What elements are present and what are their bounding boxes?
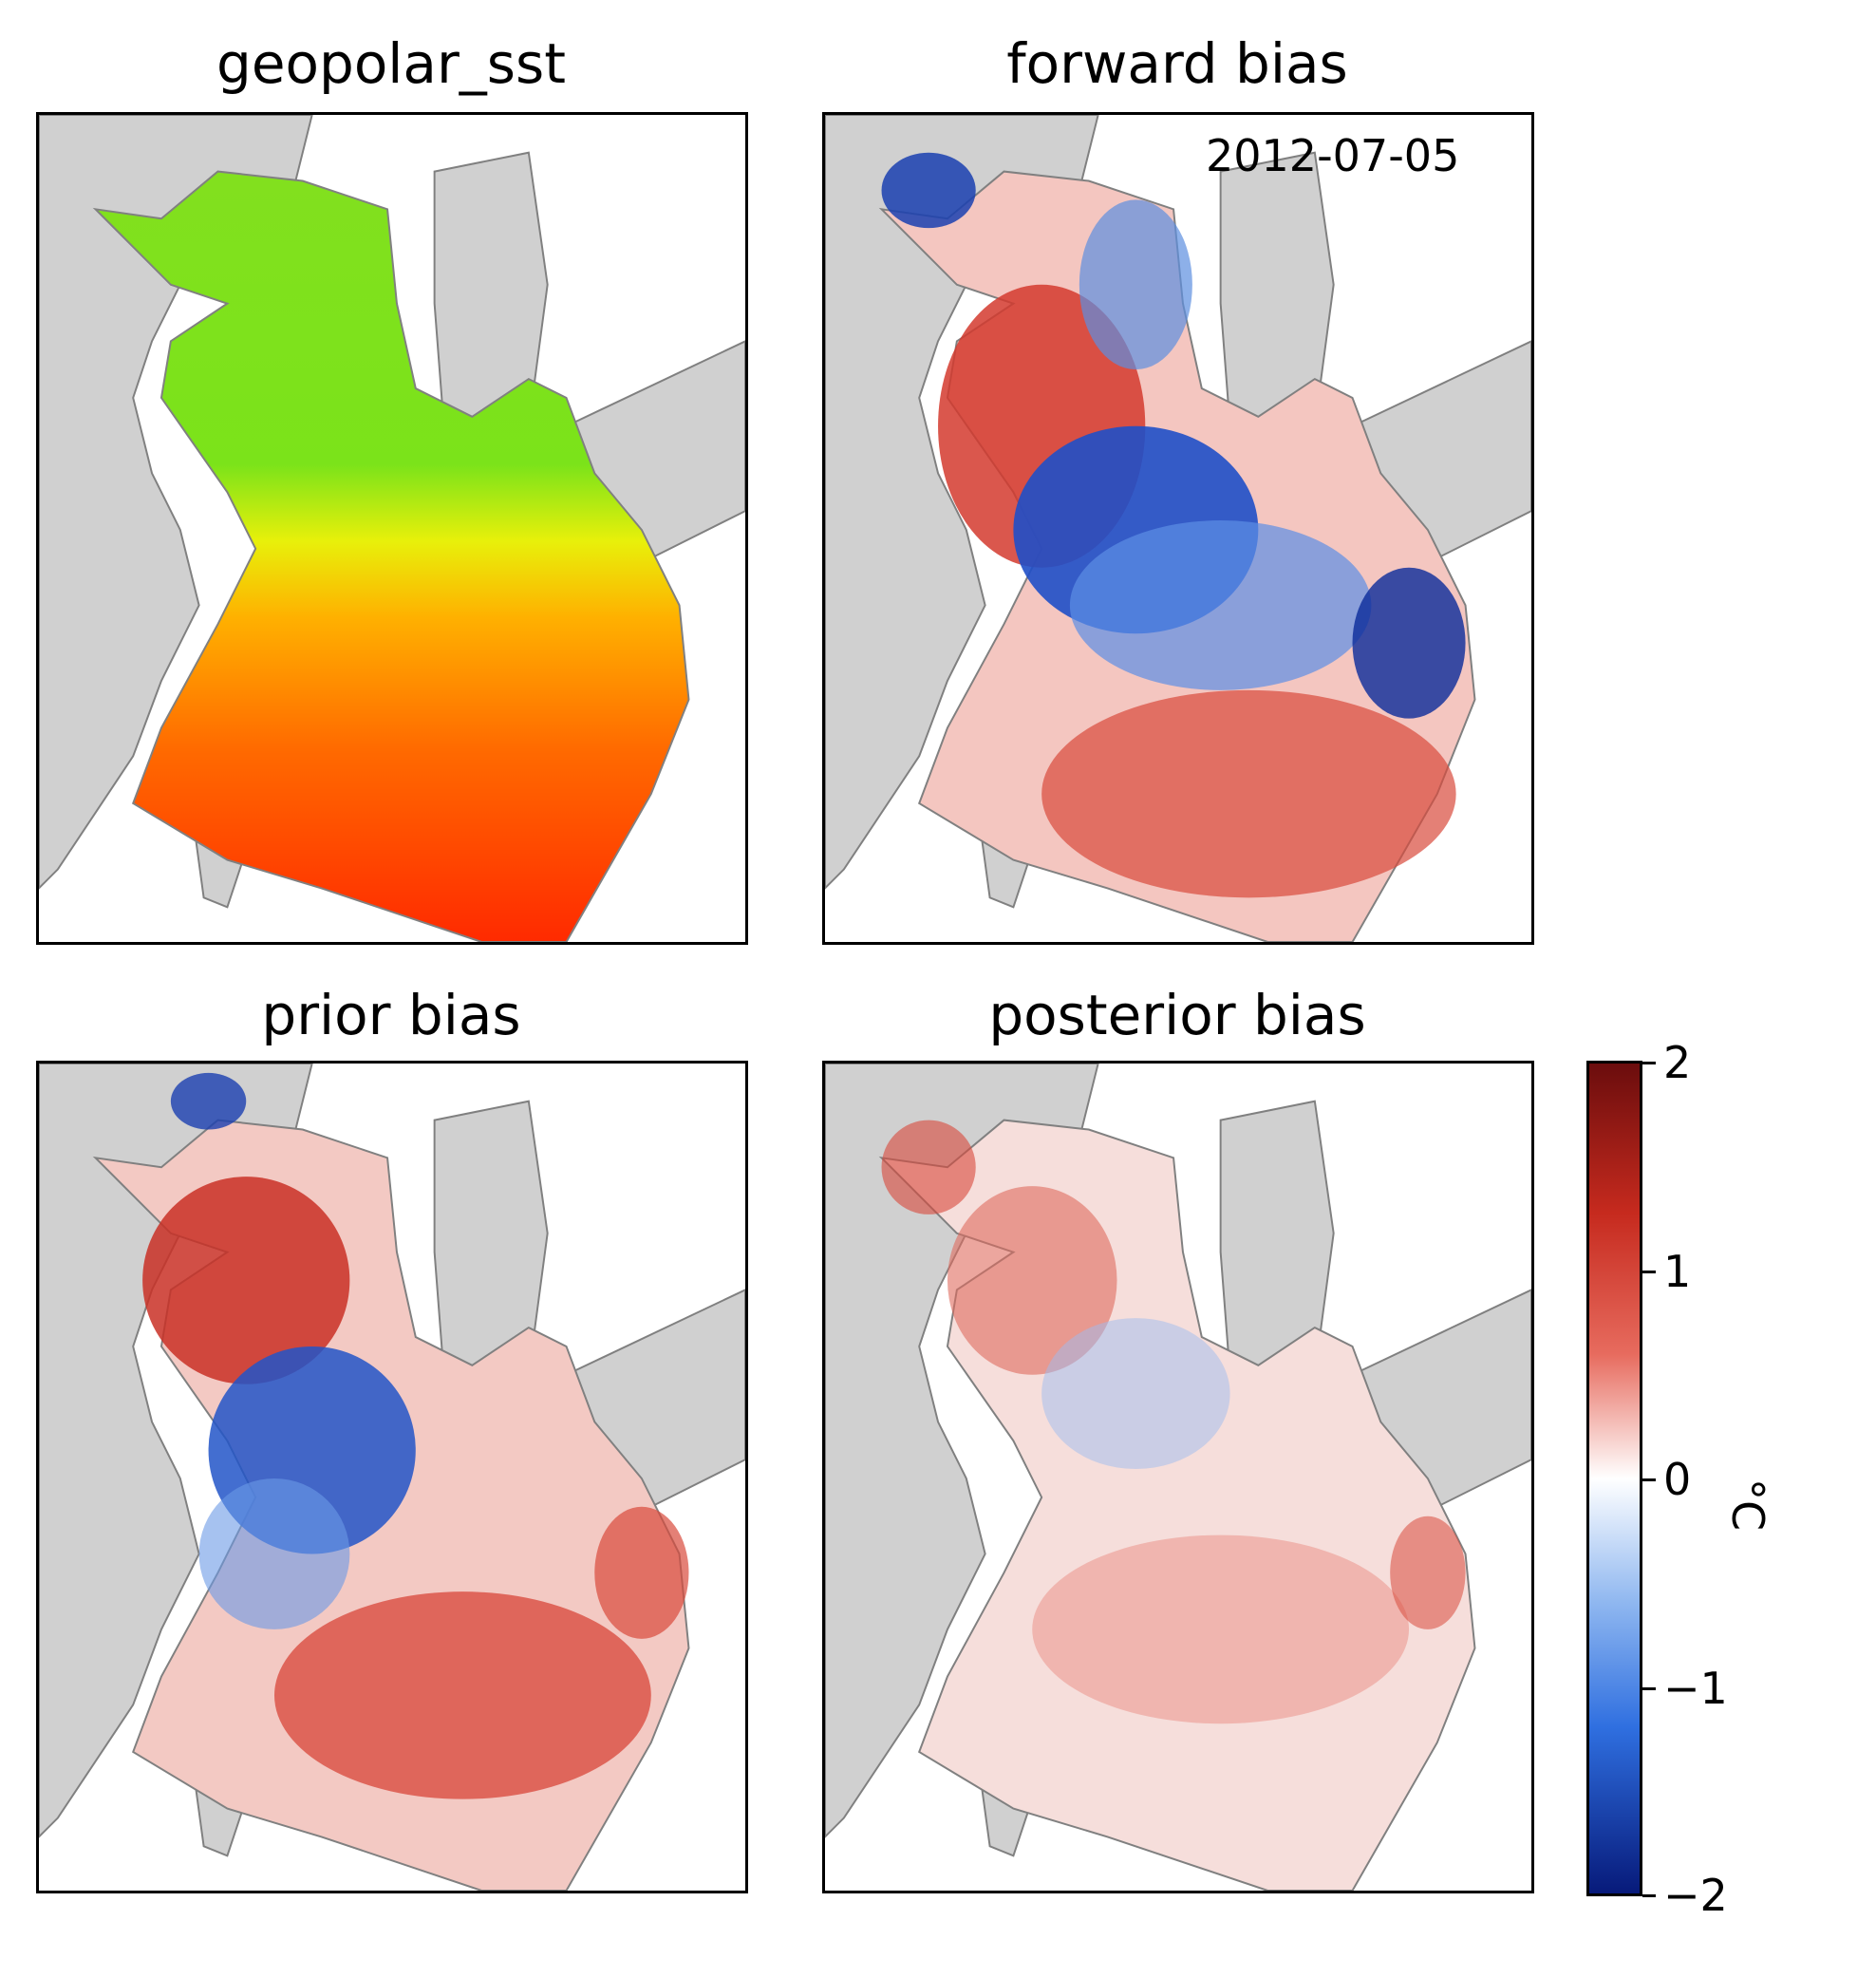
panel-title-posterior: posterior bias — [988, 983, 1366, 1047]
colorbar-tick-label: 2 — [1663, 1037, 1692, 1088]
colorbar-tick-label: 1 — [1663, 1246, 1692, 1297]
map-panel-sst — [36, 112, 748, 945]
bias-field — [878, 152, 1476, 942]
colorbar-tick — [1642, 1271, 1656, 1273]
panel-title-forward: forward bias — [1006, 31, 1348, 96]
colorbar-tick — [1642, 1687, 1656, 1690]
colorbar-tick — [1642, 1062, 1656, 1064]
colorbar-tick — [1642, 1478, 1656, 1481]
bias-field — [92, 1072, 690, 1891]
map-panel-prior-bias — [36, 1061, 748, 1893]
colorbar-label: °C — [1722, 1478, 1773, 1532]
panel-title-sst: geopolar_sst — [216, 31, 566, 96]
colorbar-tick-label: −2 — [1663, 1870, 1728, 1921]
sst-field — [92, 170, 690, 942]
colorbar-tick — [1642, 1894, 1656, 1897]
colorbar — [1586, 1061, 1642, 1896]
date-annotation: 2012-07-05 — [1206, 130, 1460, 181]
map-panel-posterior-bias — [822, 1061, 1534, 1893]
colorbar-tick-label: −1 — [1663, 1663, 1728, 1714]
map-panel-forward-bias — [822, 112, 1534, 945]
colorbar-tick-label: 0 — [1663, 1454, 1692, 1505]
bias-field — [878, 1119, 1476, 1891]
panel-title-prior: prior bias — [261, 983, 521, 1047]
